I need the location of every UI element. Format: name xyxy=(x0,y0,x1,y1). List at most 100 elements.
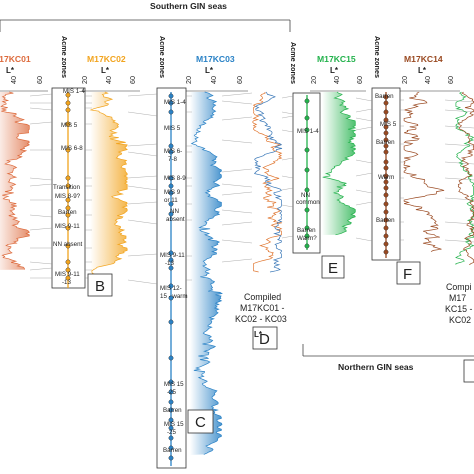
zone-marker-dot xyxy=(168,250,174,256)
zone-marker-dot xyxy=(65,100,71,106)
zone-marker-dot xyxy=(304,98,310,104)
zone-marker-dot xyxy=(383,249,389,255)
zone-b-label: Transition xyxy=(53,184,80,191)
panel-box-e xyxy=(321,255,345,279)
zone-f-label: Warm xyxy=(378,174,394,181)
zone-c-label: Barren xyxy=(163,407,182,414)
zone-marker-dot xyxy=(65,175,71,181)
zone-c-label: 15 - warm xyxy=(160,293,188,300)
curve-k1-line xyxy=(0,91,30,270)
panel-label-b: B xyxy=(95,278,105,295)
zone-marker-dot xyxy=(383,137,389,143)
zone-marker-dot xyxy=(383,130,389,136)
zone-f-label: Barren xyxy=(375,93,394,100)
zone-marker-dot xyxy=(65,147,71,153)
zone-marker-dot xyxy=(168,295,174,301)
zone-marker-dot xyxy=(65,107,71,113)
zone-marker-dot xyxy=(168,175,174,181)
zone-marker-dot xyxy=(383,201,389,207)
compiled-line2: M17KC01 - xyxy=(240,303,285,313)
zone-marker-dot xyxy=(304,225,310,231)
zone-b-label: MIS 9-11 xyxy=(55,271,80,278)
tick-k3-60: 60 xyxy=(235,76,244,84)
zone-marker-dot xyxy=(168,100,174,106)
acme-title-b: Acme zones xyxy=(60,36,69,78)
zone-c-label: -25 xyxy=(167,429,177,436)
zone-marker-dot xyxy=(383,100,389,106)
lstar-k14: L* xyxy=(418,66,427,75)
zone-c-label: MIS 12- xyxy=(160,285,182,292)
zone-marker-dot xyxy=(383,124,389,130)
zone-marker-dot xyxy=(65,197,71,203)
zone-c-label: MIS 15 xyxy=(164,421,184,428)
curve-k2-line xyxy=(89,91,128,288)
panel-box-b xyxy=(87,273,113,297)
zone-marker-dot xyxy=(65,267,71,273)
lstar-k15: L* xyxy=(330,66,339,75)
panel-label-c: C xyxy=(195,414,206,431)
zone-labels-e: MIS 1-4 NN common Barren Warm? xyxy=(296,128,320,242)
southern-gin-seas-label: Southern GIN seas xyxy=(150,1,227,11)
zone-marker-dot xyxy=(168,425,174,431)
zone-marker-dot xyxy=(304,127,310,133)
zone-f-label: Barren xyxy=(376,139,395,146)
zone-marker-dot xyxy=(65,225,71,231)
zone-marker-dot xyxy=(65,212,71,218)
curve-k3-fill xyxy=(190,92,222,455)
curve-k3-line xyxy=(190,91,223,455)
zone-labels-c: MIS 1-4 MIS 5 MIS 6- 7-8 MIS 8-9 MIS 9 o… xyxy=(160,99,188,454)
zone-marker-dot xyxy=(65,205,71,211)
tick-k15-60: 60 xyxy=(355,76,364,84)
zone-b-label: MIS 9-11 xyxy=(55,223,80,230)
tick-k1-60: 60 xyxy=(35,76,44,84)
tick-k15-20: 20 xyxy=(309,76,318,84)
zone-marker-dot xyxy=(168,283,174,289)
zone-b-label: Barren xyxy=(58,209,77,216)
curve-k15-fill xyxy=(322,92,356,235)
zone-marker-dot xyxy=(383,233,389,239)
zone-marker-dot xyxy=(168,211,174,217)
tick-k3-20: 20 xyxy=(184,76,193,84)
zone-marker-dot xyxy=(304,243,310,249)
zone-b-label: MIS 5 xyxy=(61,122,78,129)
zone-marker-dot xyxy=(168,265,174,271)
zone-marker-dot xyxy=(304,233,310,239)
zone-marker-dot xyxy=(383,225,389,231)
zone-marker-dot xyxy=(168,379,174,385)
acme-box-e xyxy=(292,92,321,254)
zone-e-label: NN xyxy=(301,192,310,199)
zone-marker-dot xyxy=(304,147,310,153)
zone-marker-dot xyxy=(65,259,71,265)
zone-c-label: Barren xyxy=(163,447,182,454)
zone-marker-dot xyxy=(168,407,174,413)
zone-marker-dot xyxy=(65,121,71,127)
zone-marker-dot xyxy=(168,149,174,155)
compiled2-line1: Compi xyxy=(446,282,471,292)
acme-title-c: Acme zones xyxy=(158,36,167,78)
zone-marker-dot xyxy=(383,109,389,115)
panel-box-f xyxy=(396,261,421,285)
compiled2-line2: M17 xyxy=(449,293,466,303)
curve-k15-line xyxy=(322,91,357,236)
tick-k2-40: 40 xyxy=(104,76,113,84)
zone-marker-dot xyxy=(168,389,174,395)
lstar-k2: L* xyxy=(101,66,110,75)
core-title-m17kc01: M17KC01 xyxy=(0,54,31,64)
panel-box-g-partial xyxy=(463,359,474,383)
zone-c-label: absent xyxy=(166,216,185,223)
panel-label-f: F xyxy=(403,266,412,283)
zone-marker-dot xyxy=(304,167,310,173)
zone-b-label: NN absent xyxy=(53,241,83,248)
zone-f-label: Barren xyxy=(376,217,395,224)
zone-b-label: MIS 8-9? xyxy=(55,193,81,200)
zone-marker-dot xyxy=(383,241,389,247)
zone-marker-dot xyxy=(383,117,389,123)
zone-c-label: MIS 15 xyxy=(164,381,184,388)
curve-k1-fill xyxy=(0,92,30,270)
zone-marker-dot xyxy=(383,173,389,179)
core-title-m17kc03: M17KC03 xyxy=(196,54,235,64)
zone-marker-dot xyxy=(168,257,174,263)
zone-marker-dot xyxy=(304,187,310,193)
core-title-m17kc14: M17KC14 xyxy=(404,54,443,64)
